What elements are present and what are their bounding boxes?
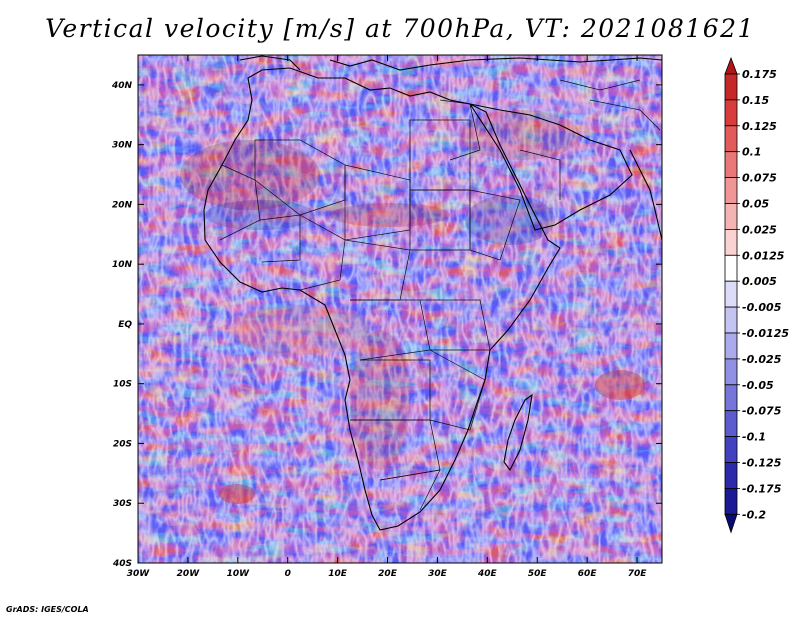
y-tick-label: 20N xyxy=(112,200,133,210)
x-tick-label: 70E xyxy=(628,569,648,579)
y-tick-label: 40N xyxy=(111,81,133,91)
y-tick-label: 20S xyxy=(113,439,132,449)
velocity-field xyxy=(138,55,662,563)
colorbar-box xyxy=(724,228,738,256)
colorbar-label: 0.05 xyxy=(742,198,769,211)
colorbar-box xyxy=(724,280,738,308)
colorbar-box xyxy=(724,332,738,360)
colorbar-box xyxy=(724,462,738,489)
y-tick-label: 40S xyxy=(112,559,132,569)
y-tick-label: 10S xyxy=(113,380,132,390)
colorbar-box xyxy=(724,436,738,463)
colorbar-box xyxy=(724,125,738,153)
colorbar-label: 0.025 xyxy=(742,223,777,236)
colorbar: 0.175 0.15 0.125 0.1 0.075 0.05 0.025 0.0125 0.0… xyxy=(724,56,789,534)
colorbar-box xyxy=(724,306,738,334)
map-frame xyxy=(137,54,663,564)
colorbar-label: 0.175 xyxy=(742,68,777,81)
country-borders xyxy=(219,79,661,511)
colorbar-box xyxy=(724,254,738,282)
colorbar-box xyxy=(724,151,738,178)
colorbar-label: 0.005 xyxy=(742,275,777,288)
x-tick-label: 50E xyxy=(528,569,548,579)
colorbar-label: 0.0125 xyxy=(742,249,785,262)
colorbar-label: 0.1 xyxy=(742,146,762,159)
colorbar-label: -0.175 xyxy=(742,482,782,495)
colorbar-box xyxy=(724,410,738,438)
colorbar-label: -0.005 xyxy=(742,301,782,314)
y-tick-label: 30S xyxy=(113,499,132,509)
y-tick-label: 10N xyxy=(112,260,133,270)
colorbar-label: -0.05 xyxy=(742,379,774,392)
x-tick-label: 60E xyxy=(578,569,598,579)
colorbar-label: -0.0125 xyxy=(742,327,789,340)
colorbar-box xyxy=(724,358,738,386)
x-tick-label: 20E xyxy=(378,569,398,579)
chart-title: Vertical velocity [m/s] at 700hPa, VT: 2… xyxy=(45,14,755,43)
x-tick-label: 10E xyxy=(328,569,348,579)
x-tick-label: 20W xyxy=(177,569,201,579)
x-tick-label: 30W xyxy=(127,569,151,579)
colorbar-label: 0.075 xyxy=(742,172,777,185)
colorbar-box xyxy=(724,487,738,515)
colorbar-label: -0.2 xyxy=(742,508,766,521)
colorbar-label: -0.1 xyxy=(742,431,766,444)
colorbar-box xyxy=(724,384,738,412)
colorbar-label: -0.025 xyxy=(742,353,782,366)
x-axis: 30W 20W 10W 0 10E 20E 30E 40E 50E 60E 70E xyxy=(127,55,647,579)
y-tick-label: 30N xyxy=(112,141,133,151)
x-tick-label: 10W xyxy=(227,569,251,579)
colorbar-bottom-arrow xyxy=(724,513,738,534)
colorbar-label: -0.125 xyxy=(742,457,782,470)
colorbar-box xyxy=(724,99,738,127)
credit-text: GrADS: IGES/COLA xyxy=(6,605,89,614)
colorbar-box xyxy=(724,177,738,204)
colorbar-box xyxy=(724,73,738,101)
colorbar-box xyxy=(724,203,738,230)
x-tick-label: 0 xyxy=(285,569,291,579)
colorbar-label: 0.15 xyxy=(742,94,769,107)
y-tick-label: EQ xyxy=(118,320,132,330)
colorbar-label: -0.075 xyxy=(742,405,782,418)
colorbar-label: 0.125 xyxy=(742,120,777,133)
coastlines xyxy=(203,55,662,531)
y-axis: 40S 30S 20S 10S EQ 10N 20N 30N 40N xyxy=(111,81,662,569)
x-tick-label: 30E xyxy=(428,569,448,579)
x-tick-label: 40E xyxy=(477,569,498,579)
colorbar-top-arrow xyxy=(724,56,738,75)
